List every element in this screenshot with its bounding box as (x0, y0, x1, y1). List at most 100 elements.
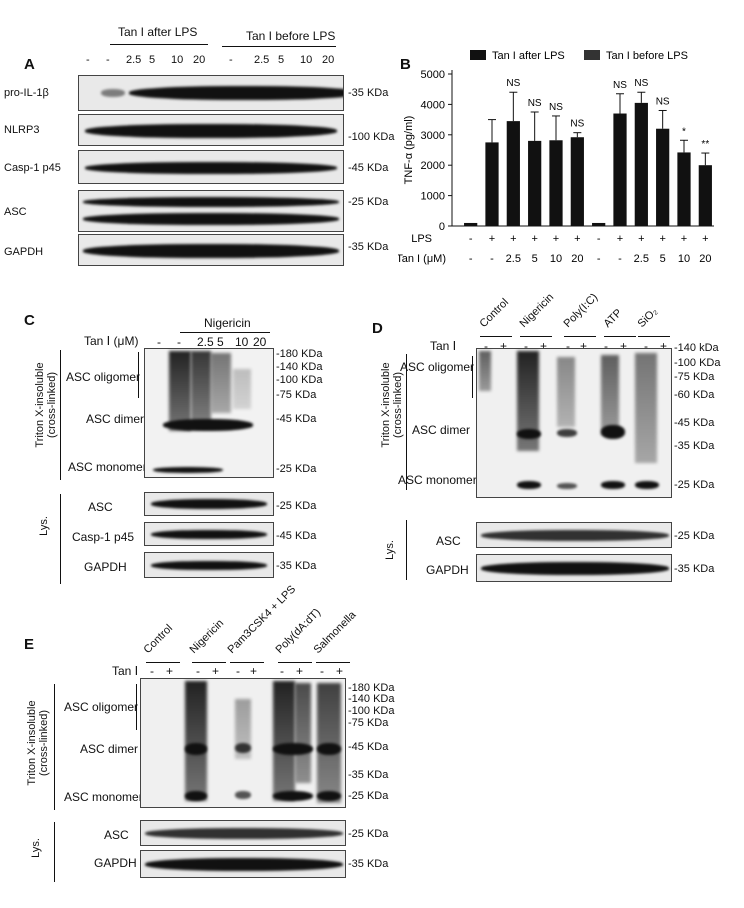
c-label-oligomer: ASC oligomer (66, 370, 141, 384)
a-lane-label: - (229, 54, 233, 66)
c-side-bracket-2 (60, 494, 61, 584)
blot-d-triton (476, 348, 672, 498)
c-lane-label: - (177, 335, 181, 349)
panel-label-c: C (24, 312, 35, 329)
marker-a-3: -45 KDa (348, 162, 389, 174)
e-label-dimer: ASC dimer (80, 742, 139, 756)
a-lane-label: 2.5 (254, 54, 270, 66)
panel-label-b: B (400, 56, 411, 73)
d-label-dimer: ASC dimer (412, 423, 471, 437)
a-lane-label: 20 (322, 54, 335, 66)
d-group-label: Poly(I:C) (561, 291, 601, 330)
legend-label: Tan I before LPS (606, 50, 688, 62)
e-sign-label: - (196, 664, 200, 678)
y-tick-label: 0 (439, 221, 445, 233)
e-group-label: Control (141, 622, 176, 656)
e-group-underline (278, 662, 312, 663)
y-tick-label: 4000 (421, 99, 445, 111)
blot-e-gapdh (140, 850, 346, 878)
panel-label-d: D (372, 320, 383, 337)
lps-sign: + (574, 233, 580, 245)
bar (464, 222, 478, 226)
lps-sign: + (553, 233, 559, 245)
lps-sign: - (469, 233, 473, 245)
d-marker: -45 KDa (674, 417, 715, 429)
e-sign-label: + (250, 664, 258, 678)
tnf-alpha-bar-chart: 0 1000 2000 3000 4000 5000 TNF-α (pg/ml) Tan I … (398, 50, 714, 265)
blot-d-gapdh (476, 554, 672, 582)
c-lane-label: 10 (235, 335, 249, 349)
c-tan-label: Tan Ⅰ (μM) (84, 334, 139, 348)
tan-dose: - (597, 253, 601, 265)
c-marker: -100 KDa (276, 374, 323, 386)
blot-asc (78, 190, 344, 232)
blot-c-gapdh (144, 552, 274, 578)
d-label-monomer: ASC monomer (398, 473, 477, 487)
d-group-label: Control (477, 296, 512, 330)
c-lys-asc: ASC (88, 500, 113, 514)
blot-d-asc (476, 522, 672, 548)
e-lys-marker-2: -35 KDa (348, 858, 389, 870)
e-marker: -140 KDa (348, 693, 395, 705)
d-sign-label: + (580, 339, 588, 353)
d-sign-label: + (500, 339, 508, 353)
significance-label: * (682, 126, 686, 137)
panel-label-a: A (24, 56, 35, 73)
c-marker: -180 KDa (276, 348, 323, 360)
d-group-label: Nigericin (517, 291, 557, 330)
row-label-casp1: Casp-1 p45 (4, 162, 61, 174)
d-lys-asc: ASC (436, 534, 461, 548)
legend-swatch (584, 50, 600, 60)
bar (592, 222, 606, 226)
y-axis-label: TNF-α (pg/ml) (403, 116, 415, 185)
d-group-underline (638, 336, 670, 337)
row-label-pro-il1b: pro-IL-1β (4, 87, 49, 99)
e-lys-gapdh: GAPDH (94, 856, 137, 870)
group-line-after (110, 44, 208, 45)
c-lane-label: 2.5 (197, 335, 214, 349)
e-group-underline (192, 662, 226, 663)
tan-dose: 5 (660, 253, 666, 265)
tan-dose: 20 (699, 253, 711, 265)
y-tick-label: 2000 (421, 160, 445, 172)
tan-dose: 10 (678, 253, 690, 265)
d-label-oligomer: ASC oligomer (400, 360, 475, 374)
d-sign-label: + (660, 339, 668, 353)
a-lane-label: 5 (149, 54, 156, 66)
panel-label-e: E (24, 636, 35, 653)
bar (506, 121, 520, 226)
blot-nlrp3 (78, 114, 344, 146)
bar (634, 102, 648, 226)
e-group-underline (146, 662, 180, 663)
c-marker: -140 KDa (276, 361, 323, 373)
c-lys-marker-1: -25 KDa (276, 500, 317, 512)
bar (549, 140, 563, 226)
c-side-bracket-1 (60, 350, 61, 480)
c-label-dimer: ASC dimer (86, 412, 145, 426)
d-marker: -60 KDa (674, 389, 715, 401)
marker-a-1: -35 KDa (348, 87, 389, 99)
d-lys-marker-1: -25 KDa (674, 530, 715, 542)
significance-label: NS (549, 102, 563, 113)
row-label-tan: Tan I (μM) (398, 253, 446, 265)
blot-gapdh (78, 234, 344, 266)
e-sign-label: - (280, 664, 284, 678)
row-label-lps: LPS (411, 233, 432, 245)
bar (677, 152, 691, 226)
d-marker: -140 kDa (674, 342, 719, 354)
marker-a-2: -100 KDa (348, 131, 395, 143)
bar (528, 140, 542, 226)
tan-dose: 20 (571, 253, 583, 265)
a-lane-label: - (106, 54, 110, 66)
c-lys-gapdh: GAPDH (84, 560, 127, 574)
d-sign-label: - (604, 339, 608, 353)
lps-sign: + (617, 233, 623, 245)
d-group-underline (520, 336, 552, 337)
e-sign-label: + (296, 664, 304, 678)
e-sign-label: - (236, 664, 240, 678)
blot-pro-il1b (78, 75, 344, 111)
blot-c-asc (144, 492, 274, 516)
significance-label: NS (570, 119, 584, 130)
d-marker: -35 KDa (674, 440, 715, 452)
e-side-label-triton: Triton X-insoluble (cross-linked) (26, 700, 50, 786)
